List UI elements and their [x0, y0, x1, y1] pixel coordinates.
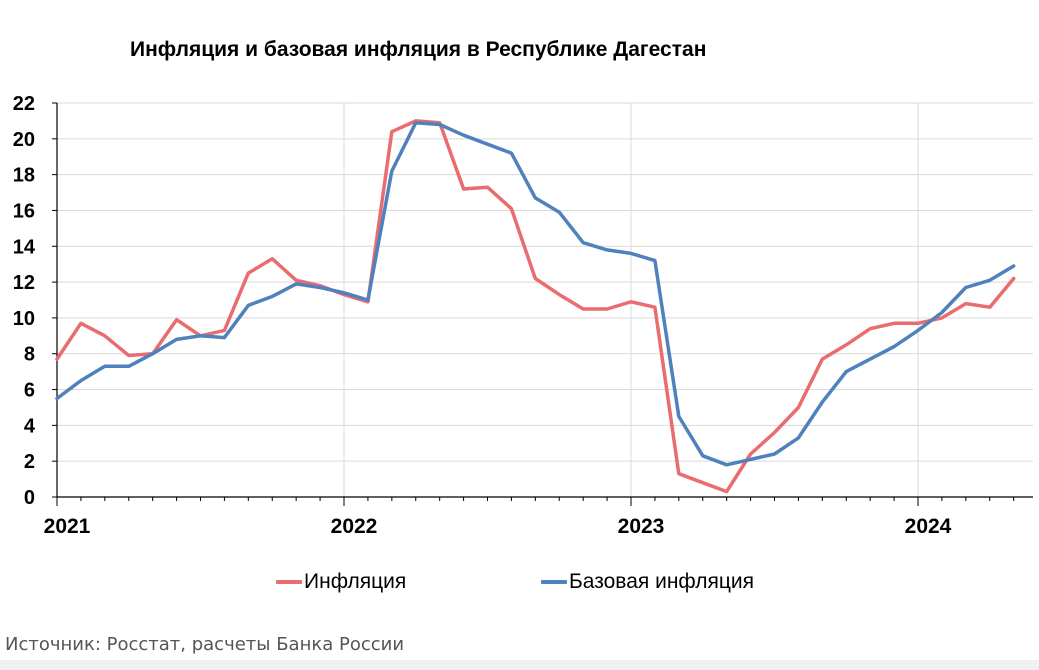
series-line-inflation	[55, 119, 1016, 494]
x-tick-label: 2024	[905, 515, 952, 538]
axes	[52, 102, 1033, 506]
y-tick-label: 0	[24, 487, 35, 509]
bottom-band	[0, 660, 1039, 670]
y-tick-label: 20	[13, 129, 35, 151]
x-tick-label: 2021	[44, 515, 91, 538]
x-tick-labels: 2021 2022 2023 2024	[44, 515, 952, 538]
legend-label-core-inflation: Базовая инфляция	[569, 570, 755, 593]
y-tick-label: 4	[24, 415, 36, 437]
y-tick-label: 18	[13, 165, 35, 187]
legend-swatch-core-inflation	[541, 580, 567, 584]
gridlines	[57, 102, 1033, 497]
legend-label-inflation: Инфляция	[304, 570, 407, 593]
x-tick-label: 2023	[618, 515, 665, 538]
y-tick-label: 6	[24, 380, 35, 402]
y-tick-labels: 0 2 4 6 8 10 12 14 16 18 20 22	[13, 93, 36, 509]
source-note: Источник: Росстат, расчеты Банка России	[5, 634, 405, 655]
legend-item-core-inflation: Базовая инфляция	[541, 570, 754, 594]
legend-swatch-inflation	[276, 580, 302, 584]
y-tick-label: 10	[13, 308, 35, 330]
y-tick-label: 16	[13, 200, 35, 222]
y-tick-label: 14	[13, 236, 36, 258]
series-line-core-inflation	[55, 120, 1016, 467]
y-tick-label: 2	[24, 451, 35, 473]
y-tick-label: 22	[13, 93, 35, 115]
x-tick-label: 2022	[331, 515, 378, 538]
legend-item-inflation: Инфляция	[276, 570, 406, 594]
series-lines	[55, 119, 1016, 494]
chart-title: Инфляция и базовая инфляция в Республике…	[130, 38, 707, 61]
y-tick-label: 8	[24, 344, 35, 366]
y-tick-label: 12	[13, 272, 35, 294]
legend: Инфляция Базовая инфляция	[0, 570, 1039, 600]
